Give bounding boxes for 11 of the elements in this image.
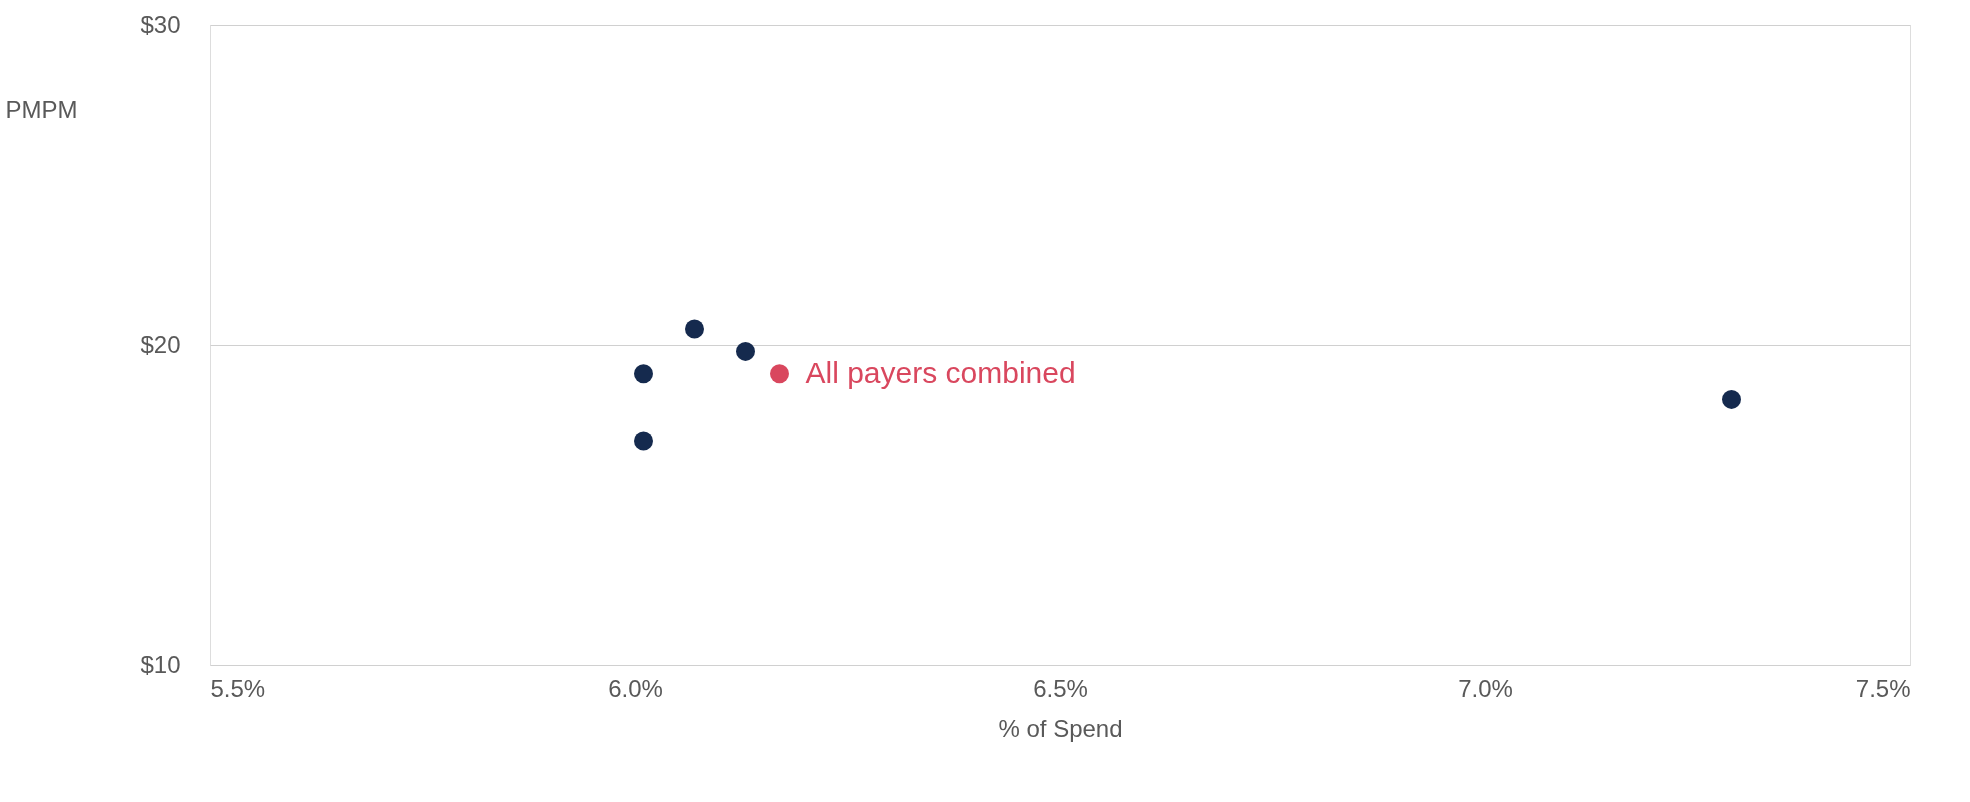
x-tick-label: 7.5% [1855,674,1911,702]
x-tick-label: 5.5% [210,674,266,702]
x-tick-label: 6.0% [608,674,663,702]
y-tick-label: $10 [140,650,181,678]
x-tick-label: 6.5% [1033,674,1088,702]
y-tick-label: $20 [140,330,181,358]
x-tick-label: 7.0% [1458,674,1513,702]
y-axis-title: PMPM [5,95,78,123]
x-axis-title: % of Spend [998,714,1123,742]
y-tick-label: $30 [140,10,181,38]
series-label: All payers combined [805,355,1076,389]
